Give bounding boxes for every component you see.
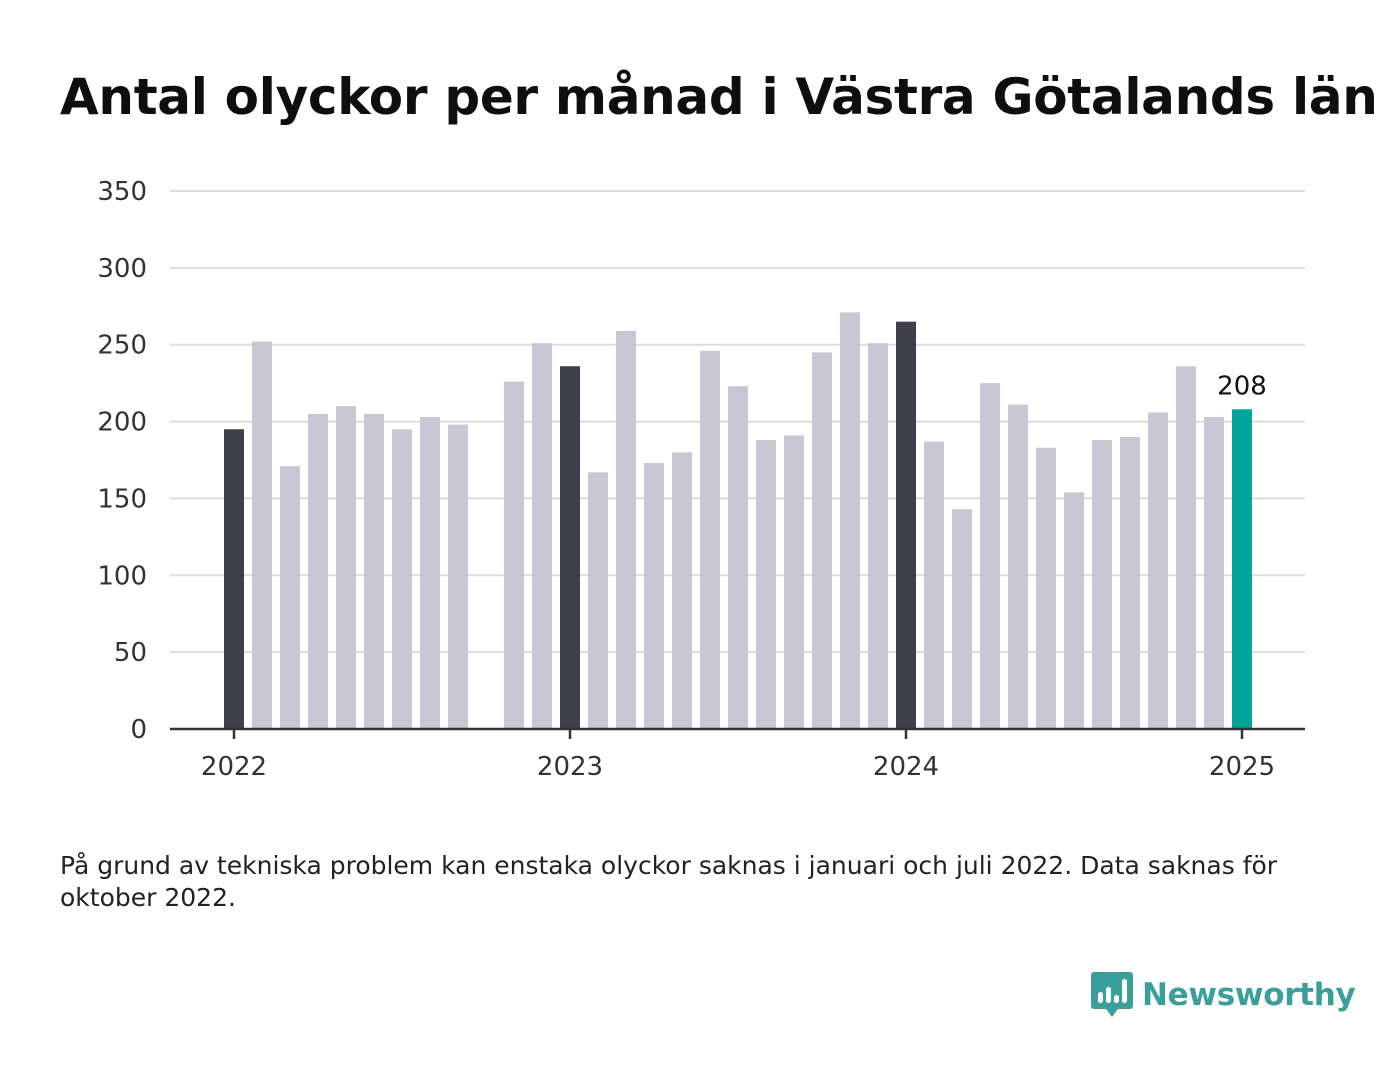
bar — [644, 463, 664, 729]
footnote: På grund av tekniska problem kan enstaka… — [60, 851, 1278, 912]
y-tick-label: 300 — [97, 254, 147, 284]
bar — [952, 509, 972, 729]
brand-name: Newsworthy — [1142, 977, 1356, 1013]
bar — [1148, 412, 1168, 729]
bar — [1120, 436, 1140, 729]
bar — [840, 312, 860, 729]
bar — [616, 330, 636, 729]
x-tick-label: 2025 — [1209, 752, 1275, 782]
bar — [1204, 416, 1224, 729]
bar — [812, 352, 832, 729]
bars — [224, 312, 1252, 729]
y-tick-label: 150 — [97, 484, 147, 514]
bar — [868, 343, 888, 729]
bar — [308, 413, 328, 729]
bar — [728, 386, 748, 729]
bar — [588, 472, 608, 729]
bar — [336, 406, 356, 729]
bar — [532, 343, 552, 729]
y-tick-label: 350 — [97, 177, 147, 207]
x-tick-label: 2024 — [873, 752, 939, 782]
bar — [280, 466, 300, 729]
bar — [392, 429, 412, 729]
bar — [896, 321, 916, 729]
data-label: 208 — [1217, 371, 1267, 401]
newsworthy-bar-chart-logo-icon — [1091, 972, 1133, 1017]
x-tick-label: 2023 — [537, 752, 603, 782]
bar — [364, 413, 384, 729]
y-axis-ticks: 0 50 100 150 200 250 300 350 — [97, 177, 147, 745]
bar — [224, 429, 244, 729]
data-labels: 208 — [1217, 371, 1267, 401]
y-tick-label: 250 — [97, 331, 147, 361]
bar — [448, 424, 468, 729]
bar — [756, 440, 776, 729]
bar — [504, 381, 524, 729]
bar — [1064, 492, 1084, 729]
bar — [252, 341, 272, 729]
bar — [784, 435, 804, 729]
y-tick-label: 0 — [130, 715, 147, 745]
bar — [700, 350, 720, 729]
bar — [1232, 409, 1252, 729]
bar — [980, 383, 1000, 729]
chart-title: Antal olyckor per månad i Västra Götalan… — [60, 68, 1378, 126]
bar — [1036, 447, 1056, 729]
bar — [1008, 404, 1028, 729]
bar — [924, 441, 944, 729]
bar — [1176, 366, 1196, 729]
bar — [1092, 440, 1112, 729]
brand-logo: Newsworthy — [1090, 970, 1356, 1020]
bar — [560, 366, 580, 729]
bar — [420, 416, 440, 729]
y-tick-label: 100 — [97, 561, 147, 591]
y-tick-label: 200 — [97, 408, 147, 438]
bar-chart: 0 50 100 150 200 250 300 350 2022 2023 2024 2025 2… — [97, 177, 1305, 782]
x-axis: 2022 2023 2024 2025 — [170, 727, 1305, 782]
bar — [672, 452, 692, 729]
x-tick-label: 2022 — [201, 752, 267, 782]
y-tick-label: 50 — [114, 638, 147, 668]
